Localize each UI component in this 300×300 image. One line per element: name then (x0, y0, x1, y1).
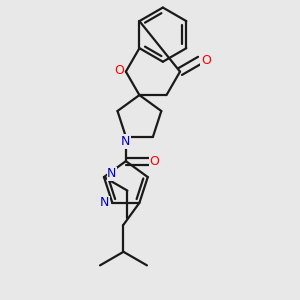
Text: O: O (150, 154, 160, 168)
Text: N: N (100, 196, 109, 209)
Text: N: N (107, 167, 117, 180)
Text: O: O (114, 64, 124, 76)
Text: N: N (121, 135, 130, 148)
Text: O: O (201, 54, 211, 67)
